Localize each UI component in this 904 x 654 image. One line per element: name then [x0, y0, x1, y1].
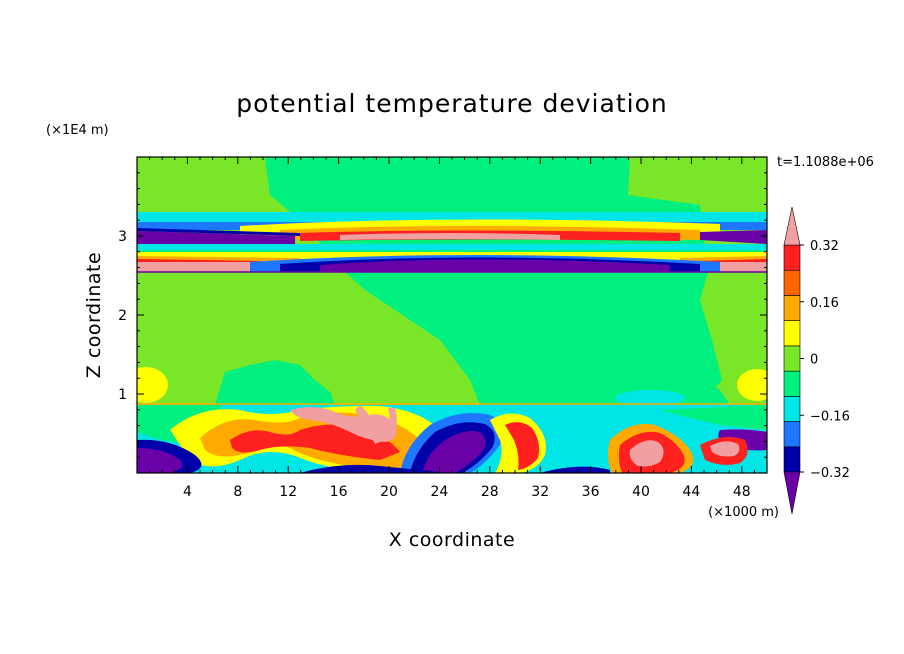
- colorbar-extend-max: [783, 206, 801, 246]
- band-pink-upper: [340, 233, 560, 240]
- bl-green-right: [660, 405, 767, 430]
- x-tick-label: 40: [632, 484, 650, 500]
- x-tick-label: 44: [682, 484, 700, 500]
- colorbar-bin: [783, 244, 801, 271]
- x-tick-label: 20: [380, 484, 398, 500]
- colorbar-bin: [783, 421, 801, 448]
- field-lower-left-region: [215, 360, 335, 405]
- x-axis-ticks: 4 8 12 16 20 24 28 32 36 40 44 48: [149, 157, 755, 500]
- x-tick-label: 8: [233, 484, 242, 500]
- colorbar-bin: [783, 320, 801, 347]
- x-tick-label: 16: [330, 484, 348, 500]
- colorbar-bin: [783, 446, 801, 473]
- colorbar-bin: [783, 370, 801, 397]
- x-axis-label: X coordinate: [389, 529, 515, 551]
- chart-title: potential temperature deviation: [236, 89, 667, 118]
- colorbar: 0.32 0.16 0 −0.16 −0.32: [783, 206, 850, 515]
- band-purple-left: [137, 231, 295, 246]
- colorbar-label: 0.32: [810, 239, 839, 254]
- y-unit-label: (×1E4 m): [46, 123, 109, 138]
- x-tick-label: 4: [183, 484, 192, 500]
- band-cyan-mid: [137, 244, 767, 250]
- x-tick-label: 36: [582, 484, 600, 500]
- y-tick-label: 3: [118, 229, 127, 245]
- y-tick-label: 1: [118, 387, 127, 403]
- field-cyan-patch: [615, 390, 685, 406]
- colorbar-label: 0: [810, 353, 818, 368]
- colorbar-label: −0.16: [810, 409, 850, 424]
- field-lower-right-warm: [737, 369, 767, 401]
- band-purple-lower: [320, 259, 670, 272]
- bl-pink-warm-2: [355, 405, 397, 444]
- band-cyan-top: [137, 212, 767, 222]
- x-tick-label: 28: [481, 484, 499, 500]
- x-unit-label: (×1000 m): [708, 505, 779, 520]
- colorbar-bin: [783, 295, 801, 321]
- y-axis-ticks: 1 2 3: [118, 172, 767, 458]
- time-label: t=1.1088e+06: [777, 155, 874, 170]
- plot-area: [137, 157, 767, 473]
- band-purple-right: [700, 230, 767, 244]
- colorbar-bin: [783, 345, 801, 372]
- field-lower-left-warm: [137, 367, 168, 403]
- bl-red-right: [505, 422, 540, 470]
- colorbar-label: −0.32: [810, 466, 850, 481]
- band-navy-left: [137, 228, 300, 236]
- colorbar-extend-min: [783, 471, 801, 515]
- x-tick-label: 48: [733, 484, 751, 500]
- y-axis-label: Z coordinate: [83, 252, 105, 378]
- colorbar-label: 0.16: [810, 296, 839, 311]
- y-tick-label: 2: [118, 308, 127, 324]
- x-tick-label: 32: [531, 484, 549, 500]
- bl-purple-left: [137, 448, 183, 473]
- bl-navy-bottom: [300, 464, 610, 473]
- bl-purple-center: [422, 431, 486, 473]
- x-tick-label: 24: [430, 484, 448, 500]
- bl-pink-right-edge: [710, 441, 740, 457]
- bl-pink-far-right: [629, 440, 664, 467]
- colorbar-bin: [783, 269, 801, 296]
- x-tick-label: 12: [279, 484, 297, 500]
- colorbar-bin: [783, 396, 801, 422]
